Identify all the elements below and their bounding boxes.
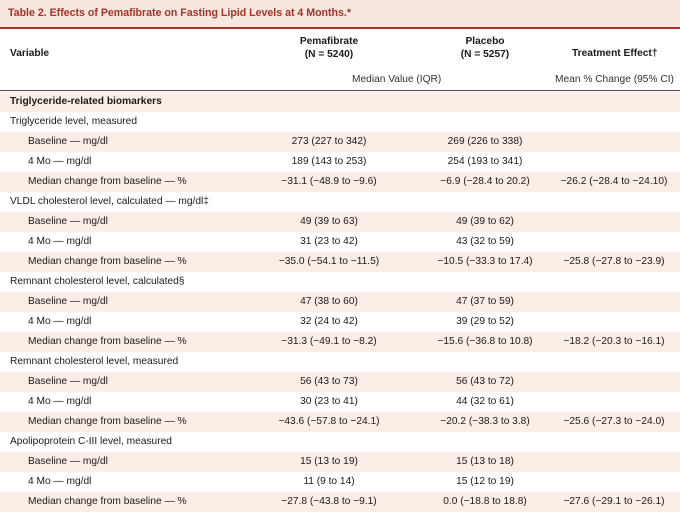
table-row: 4 Mo — mg/dl 30 (23 to 41) 44 (32 to 61) xyxy=(0,392,680,412)
table-row: Median change from baseline — % −43.6 (−5… xyxy=(0,412,680,432)
pemafibrate-value: −31.1 (−48.9 to −9.6) xyxy=(281,176,377,187)
treatment-effect-value: −27.6 (−29.1 to −26.1) xyxy=(563,496,665,507)
table-row: VLDL cholesterol level, calculated — mg/… xyxy=(0,192,680,212)
placebo-value: 49 (39 to 62) xyxy=(456,216,514,227)
row-label: Baseline — mg/dl xyxy=(28,296,108,307)
table-row: Median change from baseline — % −27.8 (−4… xyxy=(0,492,680,512)
table-row: Remnant cholesterol level, measured xyxy=(0,352,680,372)
placebo-value: −10.5 (−33.3 to 17.4) xyxy=(437,256,533,267)
row-label: 4 Mo — mg/dl xyxy=(28,156,92,167)
placebo-value: 43 (32 to 59) xyxy=(456,236,514,247)
table-row: 4 Mo — mg/dl 32 (24 to 42) 39 (29 to 52) xyxy=(0,312,680,332)
header-median-label: Median Value (IQR) xyxy=(352,74,442,85)
row-label: 4 Mo — mg/dl xyxy=(28,236,92,247)
pemafibrate-value: 56 (43 to 73) xyxy=(300,376,358,387)
group-label: Apolipoprotein C-III level, measured xyxy=(10,436,172,447)
placebo-value: 15 (12 to 19) xyxy=(456,476,514,487)
table-row: 4 Mo — mg/dl 11 (9 to 14) 15 (12 to 19) xyxy=(0,472,680,492)
row-label: 4 Mo — mg/dl xyxy=(28,476,92,487)
pemafibrate-value: −31.3 (−49.1 to −8.2) xyxy=(281,336,377,347)
title-bar: Table 2. Effects of Pemafibrate on Fasti… xyxy=(0,0,680,29)
header-variable: Variable xyxy=(10,48,50,59)
table-row: Median change from baseline — % −31.3 (−4… xyxy=(0,332,680,352)
table-row: Triglyceride-related biomarkers xyxy=(0,92,680,112)
placebo-value: 56 (43 to 72) xyxy=(456,376,514,387)
row-label: Baseline — mg/dl xyxy=(28,376,108,387)
row-label: 4 Mo — mg/dl xyxy=(28,396,92,407)
pemafibrate-value: 47 (38 to 60) xyxy=(300,296,358,307)
placebo-value: −15.6 (−36.8 to 10.8) xyxy=(437,336,533,347)
table-row: Baseline — mg/dl 56 (43 to 73) 56 (43 to 7… xyxy=(0,372,680,392)
section-label: Triglyceride-related biomarkers xyxy=(10,96,162,107)
row-label: Median change from baseline — % xyxy=(28,176,187,187)
row-label: Median change from baseline — % xyxy=(28,256,187,267)
table-row: Baseline — mg/dl 47 (38 to 60) 47 (37 to 5… xyxy=(0,292,680,312)
placebo-value: 0.0 (−18.8 to 18.8) xyxy=(443,496,527,507)
row-label: Median change from baseline — % xyxy=(28,496,187,507)
pemafibrate-value: 11 (9 to 14) xyxy=(303,476,355,487)
placebo-value: 47 (37 to 59) xyxy=(456,296,514,307)
treatment-effect-value: −18.2 (−20.3 to −16.1) xyxy=(563,336,665,347)
header-treatment-effect: Treatment Effect† xyxy=(572,48,658,59)
pemafibrate-value: −35.0 (−54.1 to −11.5) xyxy=(278,256,380,267)
table-row: Baseline — mg/dl 15 (13 to 19) 15 (13 to 1… xyxy=(0,452,680,472)
row-label: Median change from baseline — % xyxy=(28,416,187,427)
row-label: Median change from baseline — % xyxy=(28,336,187,347)
pemafibrate-value: 15 (13 to 19) xyxy=(300,456,358,467)
placebo-value: 44 (32 to 61) xyxy=(456,396,514,407)
table-row: 4 Mo — mg/dl 31 (23 to 42) 43 (32 to 59) xyxy=(0,232,680,252)
pemafibrate-value: 189 (143 to 253) xyxy=(291,156,367,167)
header-placebo: Placebo xyxy=(465,36,505,47)
placebo-value: −6.9 (−28.4 to 20.2) xyxy=(440,176,530,187)
row-label: Baseline — mg/dl xyxy=(28,456,108,467)
group-label: Triglyceride level, measured xyxy=(10,116,138,127)
table-row: Median change from baseline — % −31.1 (−4… xyxy=(0,172,680,192)
treatment-effect-value: −25.6 (−27.3 to −24.0) xyxy=(563,416,665,427)
table-title: Table 2. Effects of Pemafibrate on Fasti… xyxy=(8,7,351,19)
pemafibrate-value: −43.6 (−57.8 to −24.1) xyxy=(278,416,380,427)
treatment-effect-value: −25.8 (−27.8 to −23.9) xyxy=(563,256,665,267)
placebo-value: 254 (193 to 341) xyxy=(447,156,523,167)
table-row: Median change from baseline — % −35.0 (−5… xyxy=(0,252,680,272)
table-row: 4 Mo — mg/dl 189 (143 to 253) 254 (193 to … xyxy=(0,152,680,172)
header-divider xyxy=(0,90,680,91)
table-row: Apolipoprotein C-III level, measured xyxy=(0,432,680,452)
header-mean-label: Mean % Change (95% CI) xyxy=(555,74,674,85)
pemafibrate-value: 273 (227 to 342) xyxy=(291,136,367,147)
placebo-value: 269 (226 to 338) xyxy=(447,136,523,147)
pemafibrate-value: 31 (23 to 42) xyxy=(300,236,358,247)
placebo-value: −20.2 (−38.3 to 3.8) xyxy=(440,416,530,427)
placebo-value: 39 (29 to 52) xyxy=(456,316,514,327)
group-label: VLDL cholesterol level, calculated — mg/… xyxy=(10,196,209,207)
pemafibrate-value: 30 (23 to 41) xyxy=(300,396,358,407)
table-row: Triglyceride level, measured xyxy=(0,112,680,132)
treatment-effect-value: −26.2 (−28.4 to −24.10) xyxy=(560,176,668,187)
header-pemafibrate: Pemafibrate xyxy=(299,36,359,47)
pemafibrate-value: 49 (39 to 63) xyxy=(300,216,358,227)
table-row: Baseline — mg/dl 273 (227 to 342) 269 (226… xyxy=(0,132,680,152)
group-label: Remnant cholesterol level, calculated§ xyxy=(10,276,185,287)
header-placebo-n: (N = 5257) xyxy=(460,49,510,60)
row-label: Baseline — mg/dl xyxy=(28,216,108,227)
pemafibrate-value: 32 (24 to 42) xyxy=(300,316,358,327)
header-pemafibrate-n: (N = 5240) xyxy=(304,49,354,60)
placebo-value: 15 (13 to 18) xyxy=(456,456,514,467)
pemafibrate-value: −27.8 (−43.8 to −9.1) xyxy=(281,496,377,507)
group-label: Remnant cholesterol level, measured xyxy=(10,356,179,367)
table-row: Baseline — mg/dl 49 (39 to 63) 49 (39 to 6… xyxy=(0,212,680,232)
row-label: Baseline — mg/dl xyxy=(28,136,108,147)
row-label: 4 Mo — mg/dl xyxy=(28,316,92,327)
table-row: Remnant cholesterol level, calculated§ xyxy=(0,272,680,292)
